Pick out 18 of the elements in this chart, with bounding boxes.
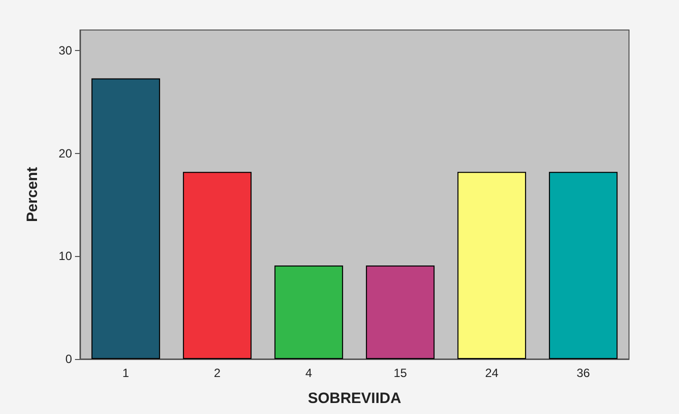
bar	[182, 172, 252, 359]
bar	[274, 265, 344, 359]
y-tick-label: 20	[58, 146, 72, 160]
x-tick-label: 4	[305, 366, 312, 380]
x-axis-title: SOBREVIIDA	[308, 390, 402, 407]
x-tick-label: 36	[576, 366, 590, 380]
y-tick-label: 10	[58, 249, 72, 264]
bar	[91, 78, 160, 359]
y-tick-label: 30	[58, 44, 72, 58]
bar	[457, 172, 526, 359]
x-tick-label: 15	[394, 366, 408, 380]
x-tick-label: 1	[122, 366, 130, 380]
bar	[548, 172, 618, 359]
x-tick-label: 24	[485, 366, 499, 380]
y-axis-title: Percent	[24, 166, 41, 222]
y-tick-label: 0	[65, 352, 72, 366]
x-tick-label: 2	[214, 366, 221, 380]
bar	[366, 265, 435, 359]
